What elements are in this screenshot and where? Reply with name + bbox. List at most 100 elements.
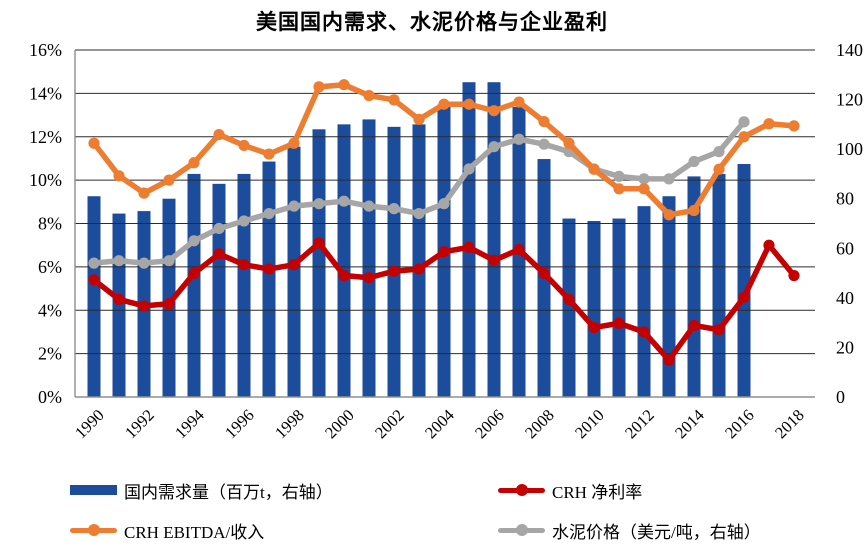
margin-marker: [788, 269, 800, 282]
price-marker: [663, 173, 675, 185]
margin-marker: [438, 246, 450, 258]
price-marker: [513, 133, 525, 145]
price-marker: [238, 215, 250, 227]
ebitda-marker: [288, 137, 300, 149]
legend-label-domestic-demand: 国内需求量（百万t，右轴）: [124, 482, 333, 502]
margin-marker: [538, 267, 550, 279]
left-axis-tick-label: 8%: [38, 214, 62, 234]
demand-bar: [287, 146, 301, 397]
demand-bar: [562, 218, 576, 397]
left-axis-labels: 16% 14% 12% 10% 8% 6% 4% 2% 0%: [29, 40, 62, 407]
x-axis-tick-label: 1990: [71, 405, 108, 442]
ebitda-marker: [613, 183, 625, 195]
right-axis-tick-label: 0: [836, 387, 845, 407]
margin-marker: [613, 317, 625, 329]
left-axis-tick-label: 0%: [38, 387, 62, 407]
left-axis-tick-label: 12%: [29, 127, 62, 147]
legend-item-crh-net-margin: CRH 净利率: [498, 480, 642, 502]
legend-label-cement-price: 水泥价格（美元/吨，右轴）: [552, 522, 761, 542]
ebitda-marker: [263, 148, 275, 160]
price-marker: [488, 141, 500, 153]
x-axis-tick-label: 2010: [571, 405, 608, 442]
demand-bar-swatch: [70, 485, 117, 495]
demand-bar: [212, 183, 226, 397]
demand-bars: [87, 82, 751, 398]
x-axis-tick-label: 2012: [621, 405, 658, 442]
left-axis-tick-label: 2%: [38, 344, 62, 364]
margin-marker: [263, 263, 275, 275]
price-marker: [213, 222, 225, 235]
demand-bar: [587, 221, 601, 397]
ebitda-marker: [663, 209, 675, 221]
demand-bar: [87, 196, 101, 397]
margin-marker: [713, 324, 725, 336]
ebitda-marker: [538, 115, 550, 128]
price-marker: [313, 198, 325, 210]
demand-bar: [737, 164, 751, 397]
ebitda-marker: [413, 113, 425, 125]
margin-marker: [238, 259, 250, 271]
margin-marker: [288, 259, 300, 271]
demand-bar: [612, 218, 626, 397]
net-margin-line-swatch: [498, 487, 545, 493]
demand-bar: [237, 173, 251, 397]
x-axis-tick-label: 2014: [671, 405, 708, 442]
demand-bar: [337, 124, 351, 397]
ebitda-marker: [738, 131, 750, 143]
margin-marker: [188, 267, 200, 279]
x-axis-tick-label: 2000: [321, 405, 358, 442]
demand-bar: [112, 213, 126, 397]
plot-area: 16%14%12%10%8%6%4%2%0%140120100806040200…: [29, 40, 863, 442]
demand-bar: [462, 82, 476, 397]
price-marker: [463, 163, 475, 175]
price-marker: [288, 200, 300, 212]
margin-marker: [638, 326, 650, 338]
margin-marker: [138, 300, 150, 312]
margin-marker: [463, 241, 475, 253]
margin-marker: [88, 274, 100, 286]
x-axis-tick-label: 1992: [121, 405, 158, 442]
ebitda-line-swatch: [70, 527, 117, 533]
x-axis-tick-label: 1998: [271, 405, 308, 442]
legend-item-crh-ebitda: CRH EBITDA/收入: [70, 520, 265, 542]
ebitda-marker: [188, 157, 200, 169]
demand-bar: [387, 126, 401, 397]
ebitda-marker: [688, 204, 700, 217]
price-marker: [413, 207, 425, 220]
ebitda-marker: [638, 183, 650, 195]
price-marker: [188, 235, 200, 247]
left-axis-tick-label: 10%: [29, 170, 62, 190]
margin-marker: [513, 243, 525, 256]
demand-bar: [162, 198, 176, 397]
price-marker: [388, 203, 400, 215]
demand-bar: [187, 173, 201, 397]
demand-bar: [262, 161, 276, 397]
chart-title: 美国国内需求、水泥价格与企业盈利: [256, 10, 608, 34]
price-marker: [88, 257, 100, 269]
demand-bar: [487, 82, 501, 397]
ebitda-marker: [313, 81, 325, 93]
legend-item-cement-price: 水泥价格（美元/吨，右轴）: [498, 520, 761, 542]
x-axis-labels: 1990 1992 1994 1996 1998 2000 2002 2004 2006 2008…: [71, 405, 808, 442]
margin-marker: [388, 265, 400, 277]
left-axis-tick-label: 6%: [38, 257, 62, 277]
margin-marker: [588, 322, 600, 334]
price-marker: [138, 257, 150, 269]
margin-marker: [113, 293, 125, 306]
margin-marker: [563, 293, 575, 306]
margin-marker: [338, 269, 350, 282]
margin-marker: [688, 319, 700, 332]
margin-marker: [763, 239, 775, 251]
legend-label-crh-ebitda: CRH EBITDA/收入: [124, 522, 265, 542]
ebitda-marker: [213, 128, 225, 141]
x-axis-tick-label: 2016: [721, 405, 758, 442]
demand-bar: [687, 176, 701, 397]
ebitda-marker: [463, 98, 475, 110]
margin-marker: [663, 354, 675, 366]
demand-bar: [362, 119, 376, 398]
demand-bar: [637, 206, 651, 397]
left-axis-tick-label: 14%: [29, 83, 62, 103]
left-axis-tick-label: 4%: [38, 300, 62, 320]
ebitda-marker: [238, 139, 250, 152]
